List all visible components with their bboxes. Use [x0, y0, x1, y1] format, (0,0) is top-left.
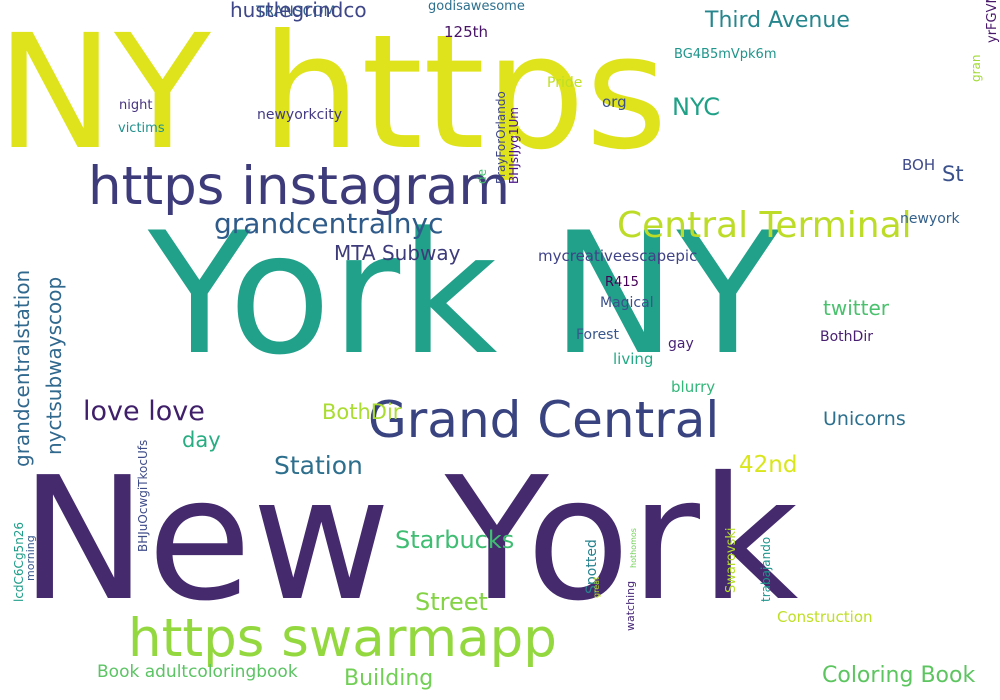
- word-hustlegrindco: hustlegrindco: [230, 0, 367, 22]
- word-central-terminal: Central Terminal: [617, 205, 912, 246]
- word-125th: 125th: [444, 23, 489, 41]
- word-bhjuocwgitkocufs: BHJuOcwgiTkocUfs: [136, 439, 150, 552]
- word-love-love: love love: [83, 396, 205, 427]
- word-42nd: 42nd: [739, 452, 798, 478]
- word-bg4b5mvpk6m: BG4B5mVpk6m: [674, 47, 777, 62]
- word-newyorkcity: newyorkcity: [257, 107, 343, 123]
- word-bothdir: BothDir: [322, 400, 402, 424]
- word-trabajando: trabajando: [759, 536, 773, 602]
- word-gran: gran: [969, 54, 983, 82]
- word-street: Street: [415, 588, 488, 616]
- word-pride: Pride: [547, 75, 583, 91]
- word-construction: Construction: [777, 608, 873, 626]
- word-watching: watching: [624, 580, 637, 631]
- word-third-avenue: Third Avenue: [705, 8, 850, 33]
- word-station: Station: [274, 451, 363, 480]
- word-hothomos: hothomos: [629, 528, 638, 568]
- word-morning: morning: [24, 535, 37, 581]
- word-nyc: NYC: [672, 93, 721, 121]
- word-york-ny: York NY: [148, 196, 780, 392]
- word-grandcentralnyc: grandcentralnyc: [214, 207, 444, 240]
- word-https-swarmapp: https swarmapp: [128, 608, 557, 669]
- word-great: great: [592, 576, 601, 598]
- word-ny-https: NY https: [0, 1, 668, 185]
- word-bothdir-small: BothDir: [820, 329, 873, 345]
- word-day: day: [182, 428, 221, 452]
- word-coloring-book: Coloring Book: [822, 663, 976, 688]
- word-yrfgvm42j5: yrFGVM42J5: [985, 0, 1000, 43]
- word-bhjsijyg1um: BHJsIJyg1Um: [507, 107, 521, 184]
- word-unicorns: Unicorns: [823, 408, 906, 430]
- word-mycreativeescapepic: mycreativeescapepic: [538, 247, 698, 265]
- word-nyctsubwayscoop: nyctsubwayscoop: [42, 276, 66, 455]
- word-forest: Forest: [576, 327, 619, 343]
- word-book-adultcoloringbook: Book adultcoloringbook: [97, 662, 298, 682]
- word-mta-subway: MTA Subway: [334, 241, 461, 265]
- word-de: de: [475, 169, 489, 184]
- word-prayfororlando: PrayForOrlando: [494, 91, 508, 184]
- word-swarovski: Swarovski: [724, 527, 739, 593]
- word-https-instagram: https instagram: [88, 156, 510, 217]
- word-st: St: [942, 162, 964, 186]
- word-starbucks: Starbucks: [395, 526, 515, 554]
- word-org: org: [602, 93, 627, 111]
- word-blurry: blurry: [671, 378, 716, 396]
- word-transcom: TRANSCOM: [256, 4, 336, 20]
- word-gay: gay: [668, 336, 694, 352]
- word-grand-central: Grand Central: [368, 391, 720, 449]
- word-magical: Magical: [600, 295, 654, 311]
- word-grandcentralstation: grandcentralstation: [10, 269, 34, 467]
- word-living: living: [613, 350, 654, 368]
- word-newyork: newyork: [900, 211, 960, 227]
- word-godisawesome: godisawesome: [428, 0, 525, 14]
- word-twitter: twitter: [823, 296, 889, 320]
- word-building: Building: [344, 666, 434, 691]
- word-new-york: New York: [20, 441, 799, 639]
- word-victims: victims: [118, 121, 165, 136]
- word-boh: BOH: [902, 156, 936, 174]
- word-r415: R415: [605, 275, 639, 290]
- word-night: night: [119, 98, 153, 113]
